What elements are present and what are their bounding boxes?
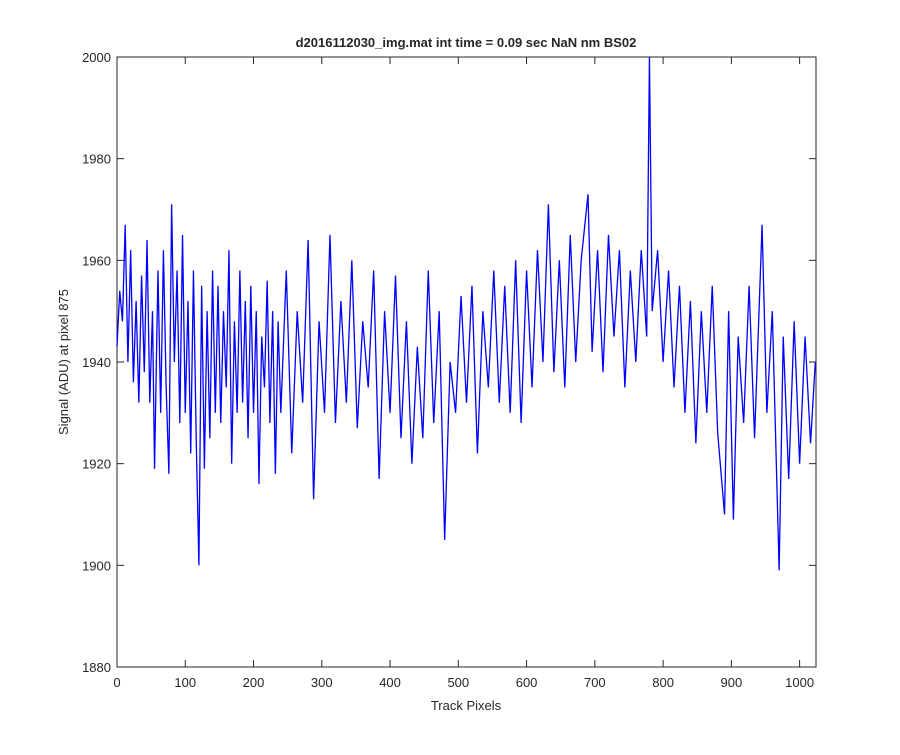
x-tick-label: 700 (584, 675, 606, 690)
signal-line (116, 56, 816, 571)
x-tick-label: 600 (516, 675, 538, 690)
x-tick-label: 800 (652, 675, 674, 690)
x-axis-label: Track Pixels (431, 698, 502, 713)
y-tick-label: 1960 (82, 253, 111, 268)
y-tick-label: 1980 (82, 152, 111, 167)
y-tick-label: 2000 (82, 50, 111, 65)
y-tick-label: 1920 (82, 457, 111, 472)
y-tick-label: 1940 (82, 355, 111, 370)
x-tick-label: 900 (721, 675, 743, 690)
x-tick-label: 1000 (785, 675, 814, 690)
y-axis-label: Signal (ADU) at pixel 875 (56, 289, 71, 435)
x-tick-label: 500 (447, 675, 469, 690)
x-tick-label: 400 (379, 675, 401, 690)
x-tick-label: 200 (243, 675, 265, 690)
y-tick-label: 1900 (82, 558, 111, 573)
x-tick-label: 100 (174, 675, 196, 690)
x-tick-label: 300 (311, 675, 333, 690)
x-tick-label: 0 (113, 675, 120, 690)
y-tick-label: 1880 (82, 660, 111, 675)
chart-title: d2016112030_img.mat int time = 0.09 sec … (296, 35, 637, 50)
